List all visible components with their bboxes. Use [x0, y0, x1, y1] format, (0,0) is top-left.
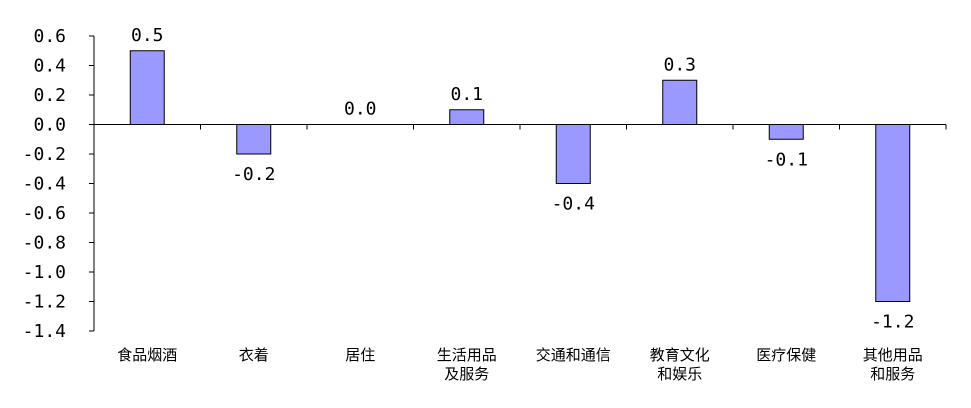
bar: [236, 124, 272, 155]
category-label: 交通和通信: [536, 346, 611, 364]
category-label: 及服务: [444, 365, 489, 383]
category-label: 医疗保健: [756, 346, 816, 364]
bar: [129, 50, 165, 125]
category-label: 教育文化: [650, 346, 710, 364]
y-tick-label: -0.4: [23, 174, 66, 195]
data-label: 0.1: [450, 84, 483, 105]
bar: [449, 109, 485, 125]
data-label: -0.4: [552, 194, 595, 215]
data-label: 0.0: [344, 99, 377, 120]
y-tick-label: -0.2: [23, 144, 66, 165]
x-axis: [93, 124, 947, 130]
y-tick-label: 0.0: [33, 115, 66, 136]
y-axis: 0.6 0.4 0.2 0.0 -0.2 -0.4 -0.6 -0.8 -1.0 -1.2 -1.4: [23, 26, 95, 342]
data-labels: 0.5 -0.2 0.0 0.1 -0.4 0.3 -0.1 -1.2: [131, 25, 914, 333]
data-label: -1.2: [871, 312, 914, 333]
y-tick-label: -1.4: [23, 321, 66, 342]
bar: [768, 124, 804, 140]
y-tick-label: -1.2: [23, 292, 66, 313]
category-label: 食品烟酒: [117, 346, 177, 364]
bar: [555, 124, 591, 184]
y-tick-label: -1.0: [23, 262, 66, 283]
category-label: 其他用品: [863, 346, 923, 364]
category-label: 衣着: [239, 346, 269, 364]
bar: [662, 79, 698, 125]
category-label: 和娱乐: [657, 365, 702, 383]
y-tick-label: 0.2: [33, 85, 66, 106]
data-label: -0.1: [765, 149, 808, 170]
y-tick-label: -0.6: [23, 203, 66, 224]
y-tick-label: 0.6: [33, 26, 66, 47]
y-tick-label: -0.8: [23, 233, 66, 254]
bars: [129, 50, 911, 302]
y-tick-label: 0.4: [33, 56, 66, 77]
bar: [875, 124, 911, 302]
data-label: 0.3: [663, 54, 696, 75]
category-label: 居住: [345, 346, 375, 364]
data-label: -0.2: [232, 164, 275, 185]
category-label: 生活用品: [437, 346, 497, 364]
data-label: 0.5: [131, 25, 164, 46]
category-label: 和服务: [870, 365, 915, 383]
